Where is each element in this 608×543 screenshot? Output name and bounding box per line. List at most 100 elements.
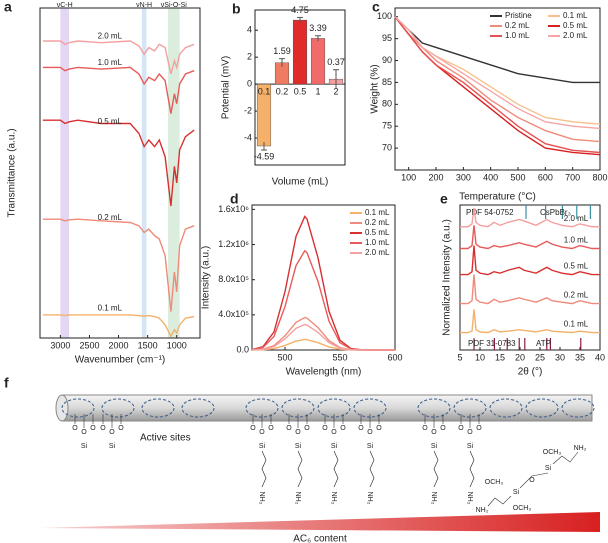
rod-end	[55, 394, 69, 422]
series-line	[460, 245, 600, 276]
reference-label: PDF 54-0752	[466, 208, 514, 217]
atom: O	[367, 429, 373, 436]
atom: O	[458, 425, 464, 432]
atom: O	[440, 425, 446, 432]
y-axis-label: Intensity (a.u.)	[201, 246, 212, 309]
atom: Si	[545, 465, 552, 472]
series-line	[460, 207, 600, 228]
series-line	[460, 309, 600, 334]
active-site	[417, 398, 451, 418]
x-tick-label: 40	[595, 352, 605, 362]
active-site	[281, 398, 315, 418]
x-axis-label: Temperature (°C)	[459, 192, 536, 203]
atom: NH₂	[430, 492, 437, 505]
atom: Si	[467, 443, 474, 450]
y-tick-label: 95	[382, 33, 392, 43]
atom: O	[340, 425, 346, 432]
atom: O	[331, 429, 337, 436]
atom: Si	[513, 489, 520, 496]
y-tick-label: -2	[244, 105, 252, 115]
atom: NH₂	[466, 492, 473, 505]
atom: OCH₃	[513, 505, 532, 512]
legend-label: 0.5 mL	[563, 21, 588, 30]
series-line	[460, 225, 600, 250]
reference-phase: CsPbBr₃	[540, 208, 571, 217]
gradient-wedge	[40, 512, 600, 532]
plot-frame	[394, 7, 601, 171]
y-axis-label: Normalized Intensity (a.u.)	[442, 219, 453, 336]
x-tick-label: 800	[592, 172, 607, 182]
y-axis-label: Potential (mV)	[221, 56, 232, 119]
value-label: -4.59	[254, 151, 275, 161]
atom: O	[268, 425, 274, 432]
x-tick-label: 200	[428, 172, 443, 182]
x-tick-label: 1	[315, 87, 320, 97]
bond	[433, 450, 439, 488]
y-tick-label: 1.2x10⁶	[218, 239, 249, 249]
series-label: 0.1 mL	[98, 304, 123, 313]
bond	[261, 450, 267, 488]
y-tick-label: 4	[247, 25, 252, 35]
x-tick-label: 0.5	[294, 87, 307, 97]
bond	[369, 450, 375, 488]
series-line	[460, 274, 600, 305]
panel-letter: b	[232, 1, 241, 17]
legend-label: 1.0 mL	[505, 31, 530, 40]
series-label: 0.5 mL	[98, 117, 123, 126]
band-label: νSi-O-Si	[161, 2, 188, 9]
atom: O	[72, 425, 78, 432]
panel-letter: e	[440, 191, 448, 207]
plot-frame	[459, 204, 601, 351]
series-label: 2.0 mL	[98, 31, 123, 40]
active-site	[141, 398, 175, 418]
nanorod	[61, 394, 593, 422]
atom: O	[358, 425, 364, 432]
atom: O	[109, 429, 115, 436]
x-axis-label: Wavelength (nm)	[286, 367, 362, 378]
bar	[310, 38, 326, 85]
atom: Si	[431, 443, 438, 450]
atom: NH₂	[476, 507, 489, 514]
x-tick-label: 0.2	[276, 87, 289, 97]
active-site	[561, 398, 595, 418]
value-label: 0.37	[327, 57, 345, 67]
value-label: 3.39	[309, 23, 327, 33]
band-label: νN-H	[136, 2, 152, 9]
legend-label: 2.0 mL	[563, 31, 588, 40]
active-site	[61, 398, 95, 418]
x-tick-label: 700	[565, 172, 580, 182]
bond	[552, 451, 579, 465]
plot-frame	[39, 7, 201, 339]
x-tick-label: 500	[277, 352, 292, 362]
y-axis-label: Transmittance (a.u.)	[7, 128, 18, 217]
value-label: 1.59	[273, 46, 291, 56]
series-line	[394, 16, 601, 143]
band	[141, 8, 147, 338]
bond	[487, 495, 512, 507]
x-tick-label: 15	[495, 352, 505, 362]
band	[60, 8, 70, 338]
series-label: 2.0 mL	[564, 214, 589, 223]
y-tick-label: 4.0x10⁵	[218, 309, 249, 319]
x-tick-label: 0.1	[258, 87, 271, 97]
x-axis-label: 2θ (°)	[518, 367, 543, 378]
series-label: 0.5 mL	[564, 262, 589, 271]
y-tick-label: 90	[382, 55, 392, 65]
x-tick-label: 600	[387, 352, 402, 362]
y-tick-label: 80	[382, 99, 392, 109]
series-line	[42, 66, 195, 114]
panel-letter: f	[4, 375, 9, 391]
legend-label: 1.0 mL	[365, 238, 390, 247]
atom: O	[467, 429, 473, 436]
x-tick-label: 2	[333, 87, 338, 97]
plot-frame	[254, 9, 346, 166]
y-tick-label: 8.0x10⁵	[218, 274, 249, 284]
active-site	[101, 398, 135, 418]
bond	[519, 472, 549, 489]
atom: O	[476, 425, 482, 432]
atom: NH₂	[574, 445, 587, 452]
atom: O	[529, 477, 535, 484]
atom: OCH₃	[485, 479, 504, 486]
atom: O	[259, 429, 265, 436]
